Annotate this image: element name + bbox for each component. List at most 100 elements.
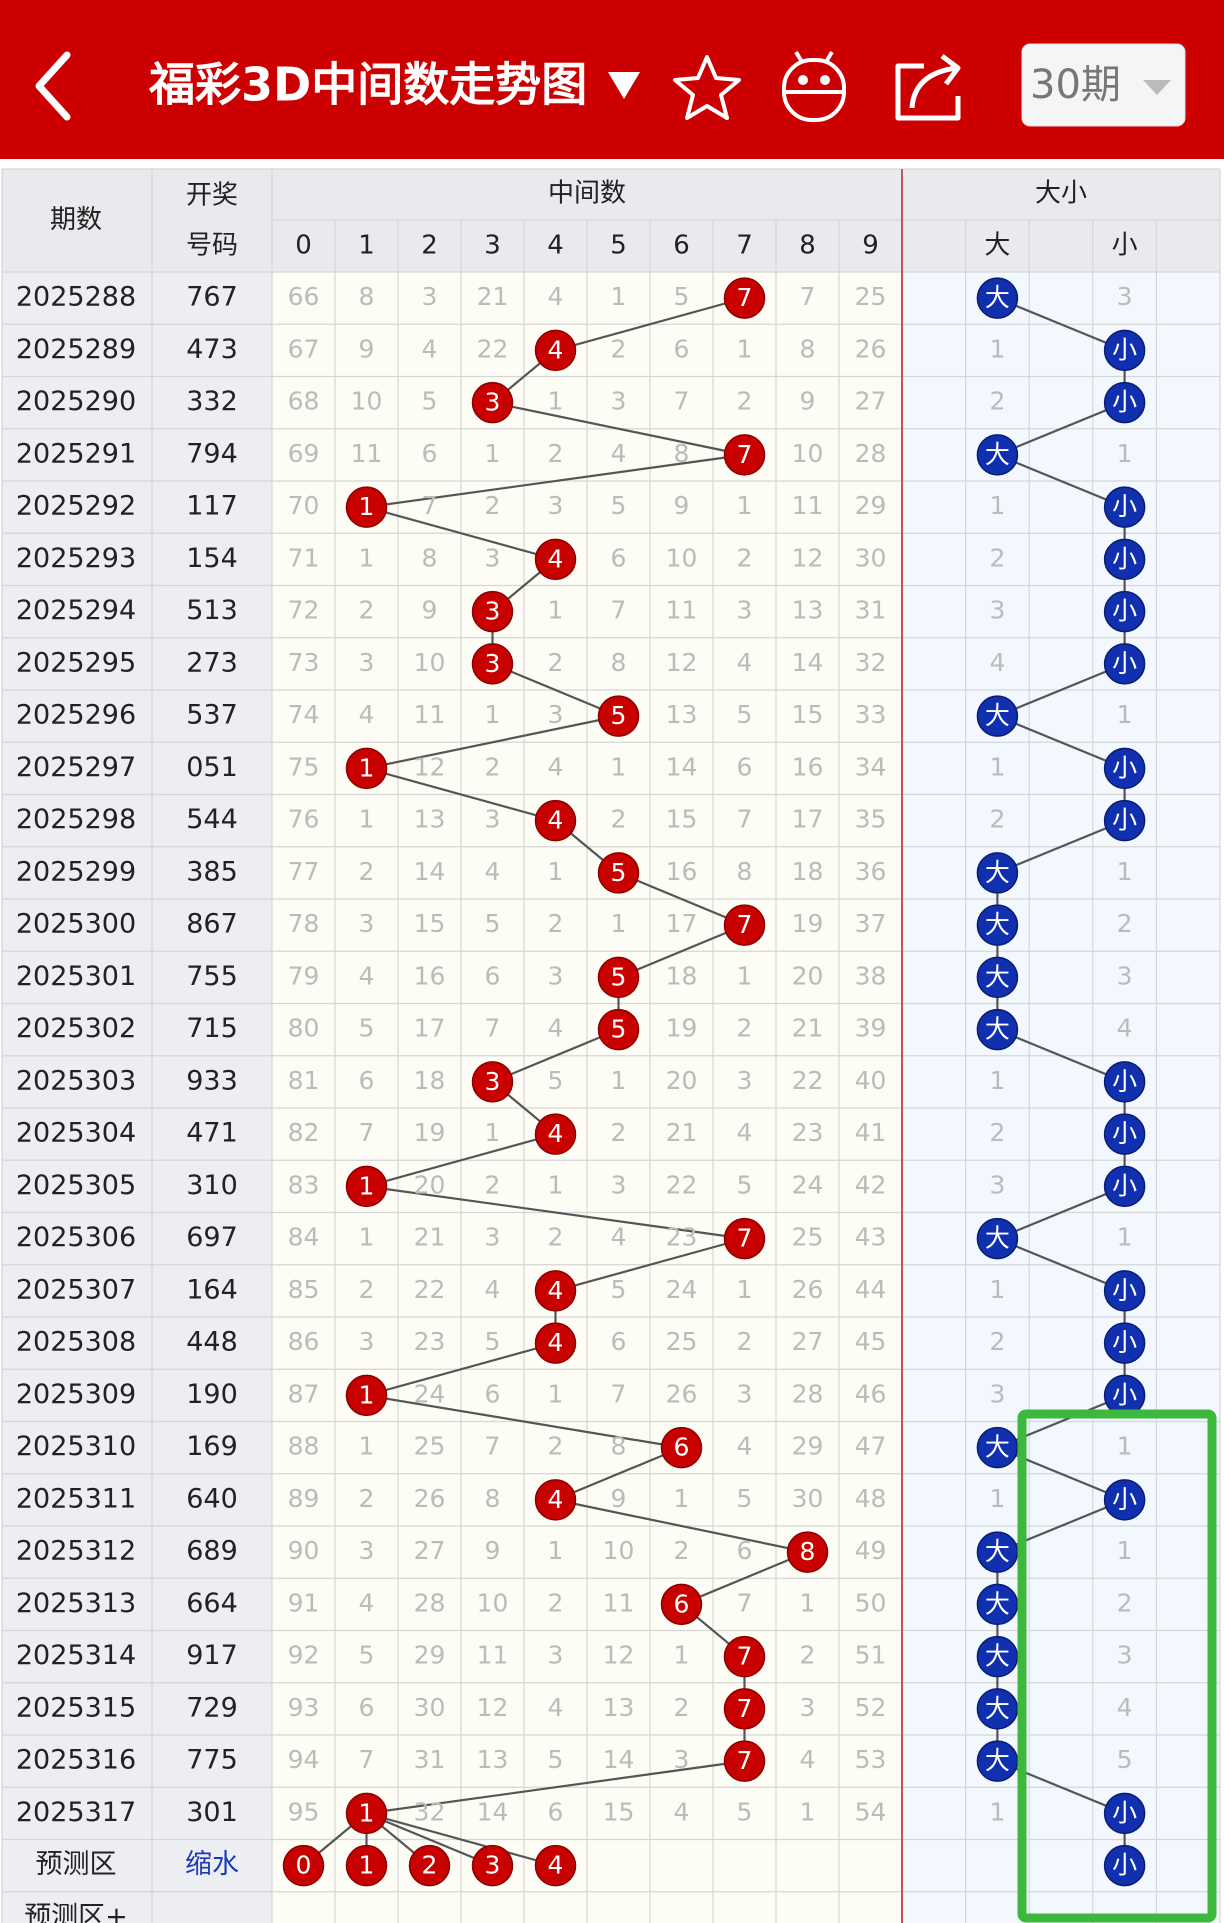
period-selector-label[interactable]: 30期 xyxy=(1030,62,1121,108)
forecast-link[interactable]: 缩水 xyxy=(185,1849,239,1880)
size-mark: 小 xyxy=(1112,544,1137,573)
back-button[interactable] xyxy=(35,51,71,121)
miss-count: 51 xyxy=(855,1641,887,1670)
miss-count: 1 xyxy=(800,1797,816,1826)
middle-digit-ball xyxy=(534,1113,577,1155)
size-mark-ball xyxy=(1103,381,1146,424)
size-miss-count: 4 xyxy=(1117,1014,1133,1043)
period: 2025311 xyxy=(16,1483,136,1514)
miss-count: 9 xyxy=(674,491,690,520)
period-dropdown[interactable] xyxy=(1143,80,1171,95)
miss-count: 16 xyxy=(666,857,698,886)
miss-count: 1 xyxy=(548,1379,564,1408)
period: 2025309 xyxy=(16,1379,136,1410)
miss-count: 25 xyxy=(792,1223,824,1252)
miss-count: 44 xyxy=(855,1275,887,1304)
miss-count: 4 xyxy=(737,648,753,677)
forecast-label: 预测区 xyxy=(36,1849,117,1880)
digit-header: 3 xyxy=(484,231,501,261)
miss-count: 94 xyxy=(288,1745,320,1774)
size-mark-ball xyxy=(1103,643,1146,685)
miss-count: 15 xyxy=(792,700,824,729)
miss-count: 30 xyxy=(792,1484,824,1513)
size-mark-ball xyxy=(1103,1061,1146,1103)
miss-count: 5 xyxy=(485,909,501,938)
miss-count: 22 xyxy=(414,1275,446,1304)
size-mark-ball xyxy=(976,904,1019,946)
miss-count: 80 xyxy=(288,1014,320,1043)
miss-count: 1 xyxy=(548,596,564,625)
miss-count: 25 xyxy=(666,1327,698,1356)
forecast-size: 小 xyxy=(1112,1851,1137,1880)
miss-count: 10 xyxy=(666,543,698,572)
miss-count: 1 xyxy=(548,1536,564,1565)
miss-count: 22 xyxy=(666,1170,698,1199)
period-selector[interactable] xyxy=(1021,43,1186,127)
number-header: 号码 xyxy=(186,231,238,261)
miss-count: 3 xyxy=(611,387,627,416)
miss-count: 3 xyxy=(737,1066,753,1095)
miss-count: 11 xyxy=(414,700,446,729)
miss-count: 32 xyxy=(414,1797,446,1826)
miss-count: 3 xyxy=(422,282,438,311)
size-mark: 小 xyxy=(1112,1171,1137,1200)
size-mark: 大 xyxy=(985,701,1010,730)
miss-count: 18 xyxy=(792,857,824,886)
share-icon[interactable] xyxy=(895,54,961,121)
miss-count: 5 xyxy=(548,1745,564,1774)
miss-count: 13 xyxy=(477,1745,509,1774)
middle-digit-ball xyxy=(660,1426,703,1469)
robot-icon[interactable] xyxy=(782,50,846,122)
middle-digit-ball xyxy=(471,1061,514,1103)
miss-count: 32 xyxy=(855,648,887,677)
miss-count: 7 xyxy=(485,1432,501,1461)
miss-count: 8 xyxy=(611,1432,627,1461)
miss-count: 7 xyxy=(359,1745,375,1774)
period: 2025312 xyxy=(16,1536,136,1567)
miss-count: 2 xyxy=(737,1014,753,1043)
miss-count: 14 xyxy=(666,752,698,781)
middle-digit: 1 xyxy=(359,1171,375,1200)
miss-count: 17 xyxy=(792,805,824,834)
miss-count: 14 xyxy=(477,1797,509,1826)
middle-header: 中间数 xyxy=(548,179,626,209)
miss-count: 9 xyxy=(611,1484,627,1513)
miss-count: 11 xyxy=(351,439,383,468)
miss-count: 1 xyxy=(674,1484,690,1513)
favorite-icon[interactable] xyxy=(673,55,741,120)
size-mark-ball xyxy=(976,434,1019,476)
winning-number: 697 xyxy=(186,1222,238,1253)
miss-count: 3 xyxy=(674,1745,690,1774)
miss-count: 23 xyxy=(792,1118,824,1147)
middle-digit: 1 xyxy=(359,753,375,782)
miss-count: 1 xyxy=(737,1275,753,1304)
miss-count: 1 xyxy=(611,282,627,311)
forecast-digit: 0 xyxy=(296,1851,312,1880)
miss-count: 83 xyxy=(288,1170,320,1199)
miss-count: 11 xyxy=(477,1641,509,1670)
period: 2025291 xyxy=(16,438,136,469)
miss-count: 3 xyxy=(737,1379,753,1408)
period: 2025310 xyxy=(16,1431,136,1462)
winning-number: 664 xyxy=(186,1588,238,1619)
miss-count: 84 xyxy=(288,1223,320,1252)
page-title[interactable]: 福彩3D中间数走势图 xyxy=(148,58,587,112)
miss-count: 4 xyxy=(611,439,627,468)
miss-count: 11 xyxy=(792,491,824,520)
miss-count: 21 xyxy=(666,1118,698,1147)
winning-number: 867 xyxy=(186,909,238,940)
miss-count: 7 xyxy=(737,805,753,834)
size-miss-count: 1 xyxy=(1117,1536,1133,1565)
forecast-plus-label: 预测区+ xyxy=(24,1901,128,1923)
size-mark: 大 xyxy=(985,1537,1010,1566)
title-dropdown[interactable] xyxy=(608,72,640,99)
size-miss-count: 1 xyxy=(1117,857,1133,886)
size-miss-count: 2 xyxy=(1117,1588,1133,1617)
size-mark: 大 xyxy=(985,1694,1010,1723)
size-miss-count: 1 xyxy=(989,1066,1005,1095)
miss-count: 4 xyxy=(422,334,438,363)
miss-count: 26 xyxy=(414,1484,446,1513)
size-miss-count: 1 xyxy=(1117,1432,1133,1461)
middle-digit: 4 xyxy=(548,544,564,573)
